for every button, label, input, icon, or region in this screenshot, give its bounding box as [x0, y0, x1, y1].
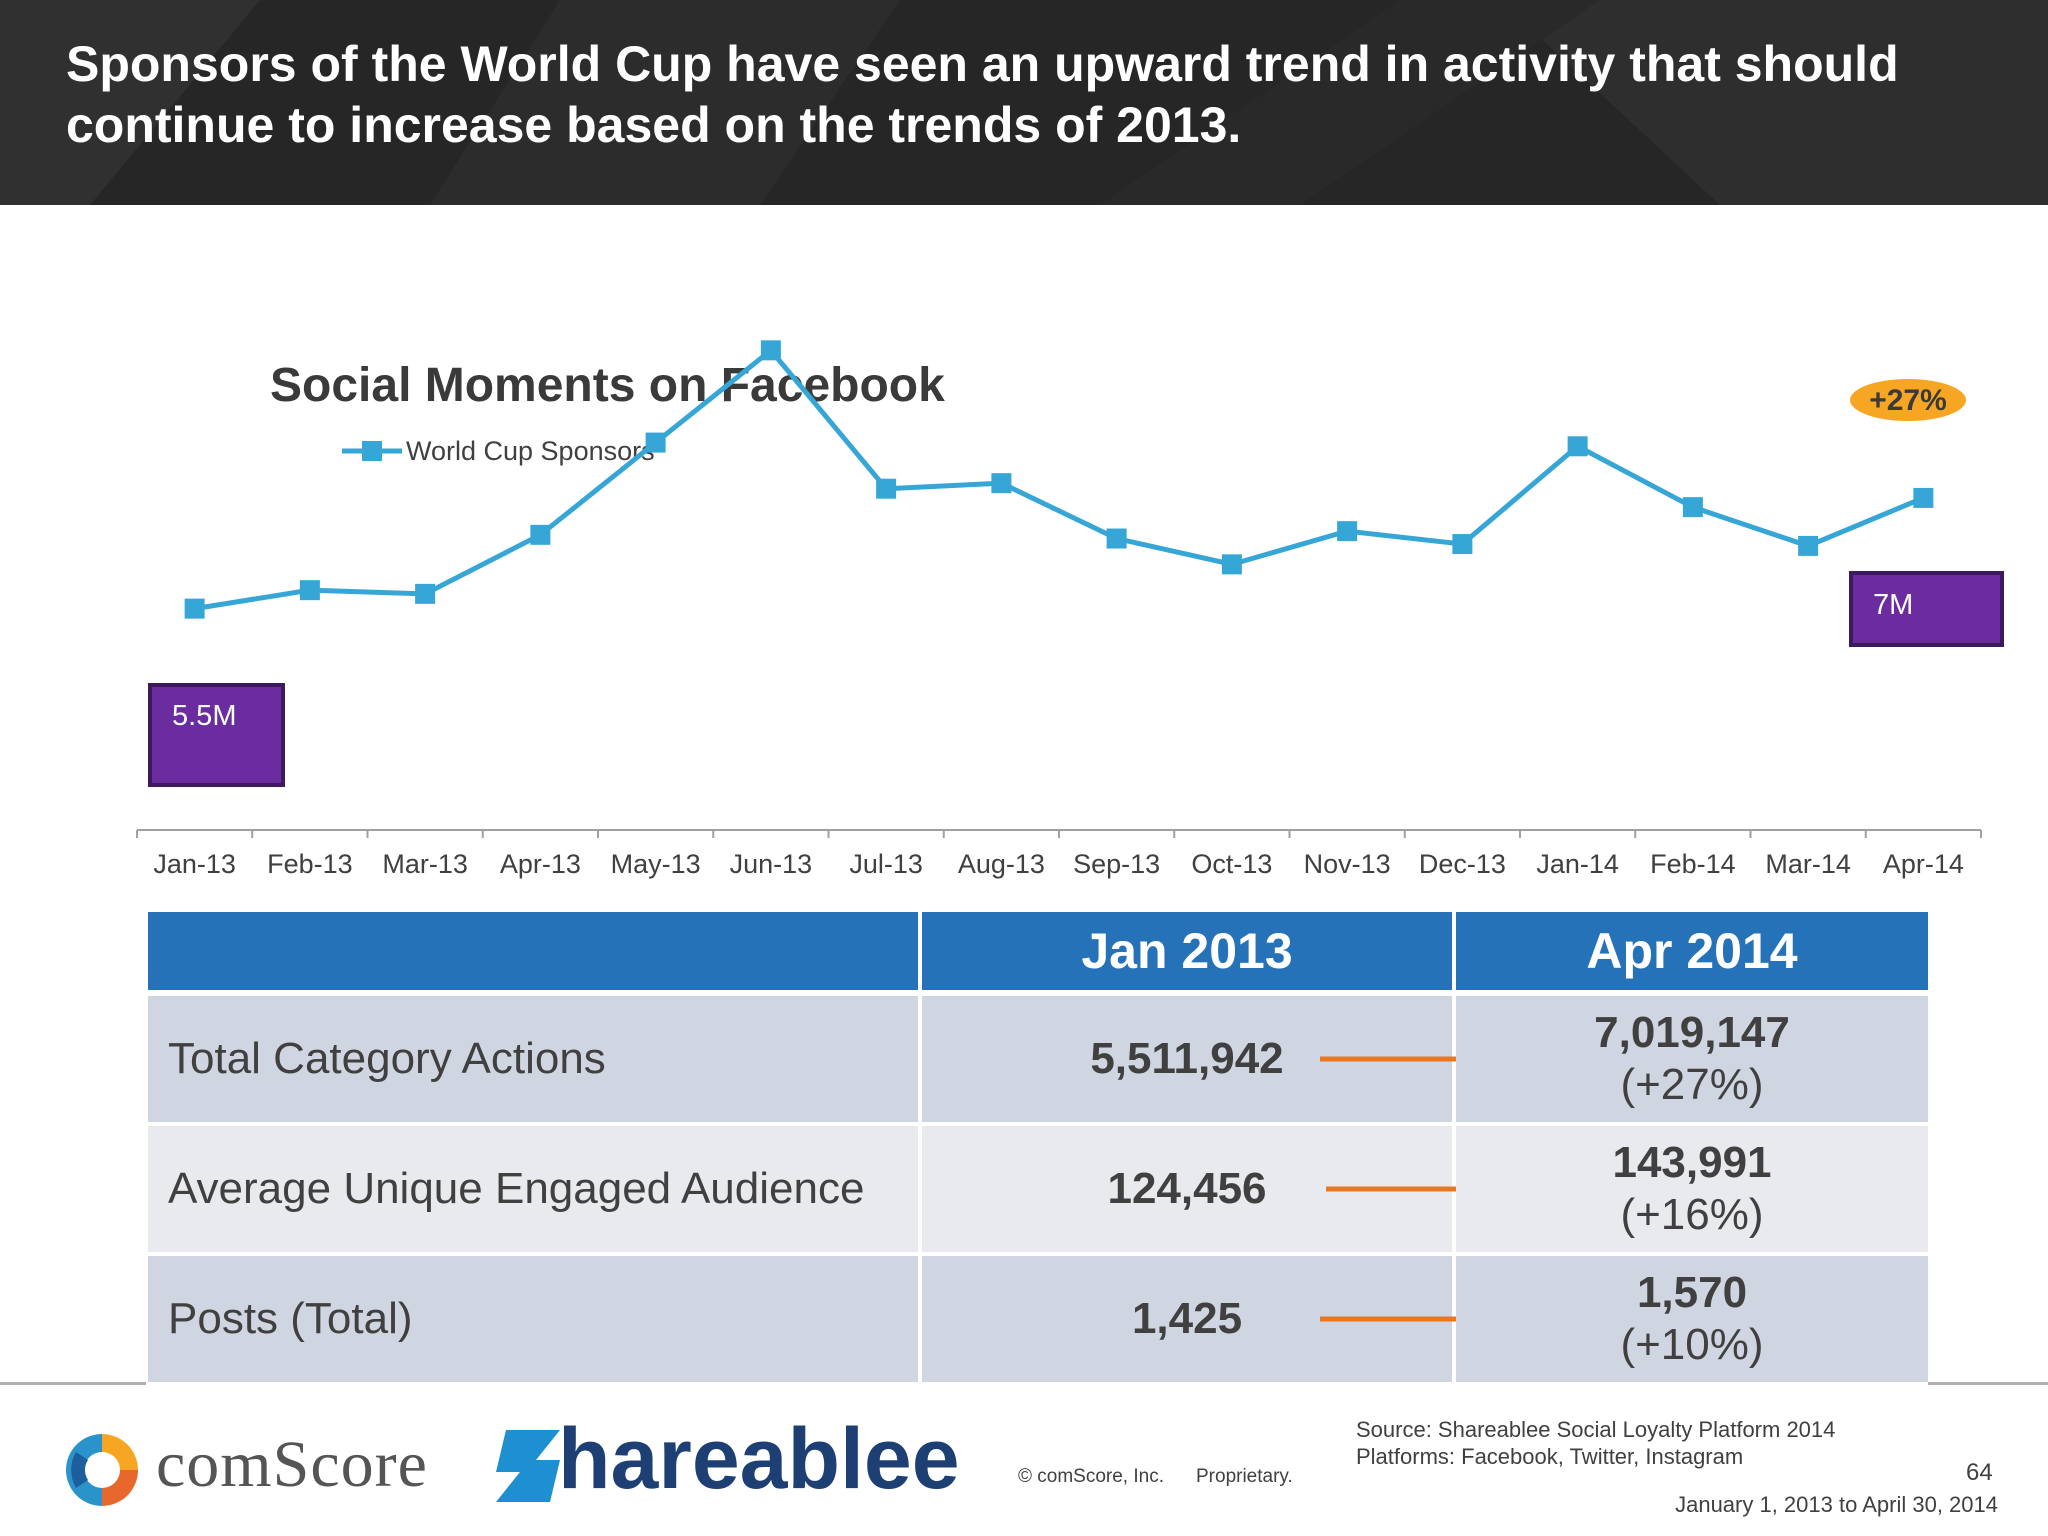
start-callout-label: 5.5M [172, 700, 236, 732]
x-tick-label: Jun-13 [730, 849, 813, 879]
chart-legend: World Cup Sponsors [342, 436, 655, 466]
column-header-metric [148, 912, 922, 996]
comparison-table: Jan 2013 Apr 2014 Total Category Actions… [148, 912, 1928, 1386]
table-row: Posts (Total) 1,425 1,570 (+10%) [148, 1256, 1928, 1386]
apr-change: (+27%) [1620, 1060, 1764, 1109]
column-header-apr-2014: Apr 2014 [1456, 912, 1928, 996]
data-point [1913, 487, 1934, 508]
x-tick-label: Jan-14 [1536, 849, 1619, 879]
comscore-wordmark: comScore [156, 1428, 428, 1501]
x-tick-label: Feb-14 [1650, 849, 1736, 879]
data-point [876, 478, 897, 499]
x-tick-label: Apr-13 [500, 849, 581, 879]
line-chart: Social Moments on Facebook World Cup Spo… [136, 340, 2004, 879]
row-label: Total Category Actions [148, 996, 922, 1126]
apr-value-cell: 1,570 (+10%) [1456, 1256, 1928, 1386]
jan-value: 124,456 [1107, 1164, 1267, 1213]
jan-value: 1,425 [1131, 1294, 1243, 1343]
table-row: Total Category Actions 5,511,942 7,019,1… [148, 996, 1928, 1126]
shareablee-wordmark: hareablee [558, 1411, 960, 1507]
apr-change: (+10%) [1620, 1320, 1764, 1369]
data-point [184, 598, 205, 619]
data-point [1106, 528, 1127, 549]
plot-area [184, 340, 1934, 619]
apr-value: 1,570 [1636, 1268, 1748, 1317]
x-tick-label: Jul-13 [849, 849, 923, 879]
shareablee-logo-icon [496, 1430, 560, 1502]
header-banner: Sponsors of the World Cup have seen an u… [0, 0, 2048, 205]
table-header-row: Jan 2013 Apr 2014 [148, 912, 1928, 996]
start-callout: 5.5M [148, 683, 285, 787]
x-tick-label: Nov-13 [1304, 849, 1391, 879]
jan-value-cell: 5,511,942 [922, 996, 1583, 1126]
data-point [1567, 436, 1588, 457]
x-tick-label: May-13 [611, 849, 701, 879]
row-label: Posts (Total) [148, 1256, 922, 1386]
page-title: Sponsors of the World Cup have seen an u… [66, 36, 1899, 153]
page-number: 64 [1966, 1459, 1993, 1486]
x-tick-label: Mar-13 [382, 849, 468, 879]
jan-value-cell: 1,425 [922, 1256, 1583, 1386]
change-badge-label: +27% [1869, 384, 1947, 417]
legend-label: World Cup Sponsors [406, 436, 655, 466]
footer-divider-left [0, 1382, 146, 1385]
data-point [299, 580, 320, 601]
end-callout-label: 7M [1873, 589, 1913, 621]
platforms-note: Platforms: Facebook, Twitter, Instagram [1356, 1444, 1744, 1469]
legend-marker [362, 441, 382, 461]
table-row: Average Unique Engaged Audience 124,456 … [148, 1126, 1928, 1256]
jan-value: 5,511,942 [1090, 1034, 1284, 1083]
chart-title: Social Moments on Facebook [270, 359, 945, 412]
x-tick-label: Jan-13 [153, 849, 236, 879]
comscore-logo-icon [66, 1434, 138, 1506]
x-axis: Jan-13 Feb-13 Mar-13 Apr-13 May-13 Jun-13 Jul-… [136, 829, 1982, 879]
series-line [194, 346, 1925, 612]
data-point [991, 473, 1012, 494]
x-tick-label: Aug-13 [958, 849, 1045, 879]
x-tick-label: Sep-13 [1073, 849, 1160, 879]
data-point [1337, 521, 1358, 542]
apr-value-cell: 7,019,147 (+27%) [1456, 996, 1928, 1126]
footer-divider-right [1928, 1382, 2048, 1385]
data-point [1798, 535, 1819, 556]
data-point [415, 583, 436, 604]
x-tick-label: Oct-13 [1191, 849, 1272, 879]
apr-value: 143,991 [1612, 1138, 1772, 1187]
x-tick-label: Mar-14 [1765, 849, 1851, 879]
source-note: Source: Shareablee Social Loyalty Platfo… [1356, 1417, 1836, 1442]
header-background-facets [0, 0, 2048, 205]
x-tick-label: Dec-13 [1419, 849, 1506, 879]
x-tick-label: Feb-13 [267, 849, 353, 879]
x-tick-label: Apr-14 [1883, 849, 1964, 879]
data-point [760, 340, 781, 361]
data-point [1682, 497, 1703, 518]
apr-value: 7,019,147 [1594, 1008, 1790, 1057]
copyright-text: © comScore, Inc. [1018, 1466, 1164, 1487]
row-label: Average Unique Engaged Audience [148, 1126, 922, 1256]
column-header-jan-2013: Jan 2013 [922, 912, 1456, 996]
jan-value-cell: 124,456 [922, 1126, 1589, 1256]
end-callout: 7M [1849, 571, 2004, 647]
date-range: January 1, 2013 to April 30, 2014 [1675, 1492, 1998, 1517]
data-point [1452, 534, 1473, 555]
data-point [1221, 554, 1242, 575]
data-point [645, 432, 666, 453]
proprietary-text: Proprietary. [1196, 1466, 1293, 1487]
change-badge: +27% [1850, 379, 1966, 421]
data-point [530, 524, 551, 545]
apr-change: (+16%) [1620, 1190, 1764, 1239]
apr-value-cell: 143,991 (+16%) [1456, 1126, 1928, 1256]
